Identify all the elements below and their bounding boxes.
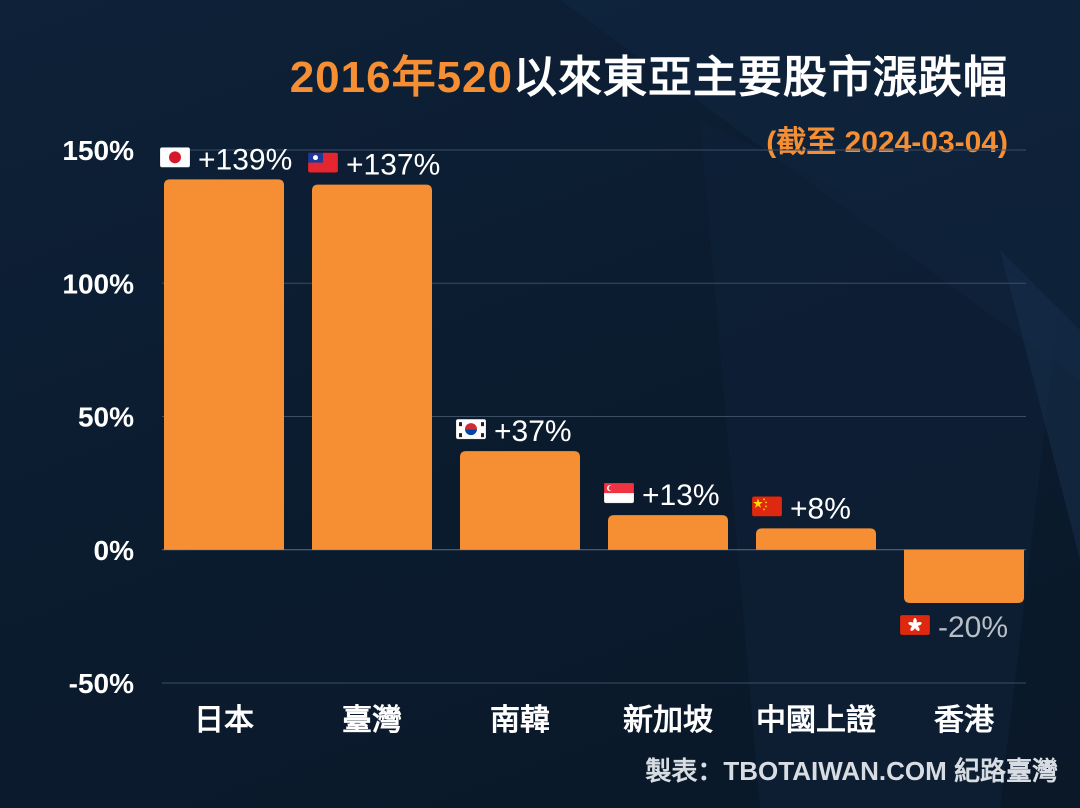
japan-flag-icon <box>159 147 191 168</box>
hong-kong-flag-icon <box>899 614 931 636</box>
credit-text: 製表：TBOTAIWAN.COM 紀路臺灣 <box>645 756 1058 786</box>
bars <box>164 179 1024 604</box>
bar-4 <box>756 528 876 550</box>
category-label-5: 香港 <box>934 703 995 738</box>
title-rest: 以來東亞主要股市漲跌幅 <box>513 53 1008 102</box>
taiwan-flag-icon <box>307 152 339 173</box>
bar-5 <box>904 549 1024 604</box>
bar-2 <box>460 451 580 550</box>
category-labels: 日本 臺灣 南韓 新加坡 中國上證 香港 <box>194 703 995 738</box>
south-korea-flag-icon <box>455 418 487 440</box>
y-axis-ticks: 150% 100% 50% 0% -50% <box>62 135 134 699</box>
category-label-1: 臺灣 <box>342 703 402 738</box>
data-label-1: +137% <box>346 149 440 182</box>
data-label-2: +37% <box>494 415 572 448</box>
category-label-0: 日本 <box>194 703 254 738</box>
y-tick-label: 150% <box>62 135 134 166</box>
data-label-4: +8% <box>790 492 851 525</box>
singapore-flag-icon <box>603 482 635 504</box>
chart-subtitle: (截至 2024-03-04) <box>766 126 1008 159</box>
data-label-0: +139% <box>198 143 292 176</box>
bar-3 <box>608 515 728 550</box>
y-tick-label: 50% <box>78 402 134 433</box>
china-flag-icon <box>751 496 783 517</box>
chart-title: 2016年520以來東亞主要股市漲跌幅 <box>290 56 1008 100</box>
y-tick-label: 0% <box>94 535 135 566</box>
bar-0 <box>164 179 284 550</box>
y-tick-label: 100% <box>62 268 134 299</box>
data-label-5: -20% <box>938 611 1008 644</box>
bar-1 <box>312 184 432 550</box>
data-labels: +139% +137% +37% +13% +8% -20% <box>159 143 1008 644</box>
category-label-4: 中國上證 <box>756 703 877 738</box>
grid-lines <box>162 149 1026 684</box>
category-label-2: 南韓 <box>490 703 550 738</box>
category-label-3: 新加坡 <box>623 703 713 738</box>
y-tick-label: -50% <box>69 668 134 699</box>
title-highlight: 2016年520 <box>289 53 513 102</box>
data-label-3: +13% <box>642 479 720 512</box>
